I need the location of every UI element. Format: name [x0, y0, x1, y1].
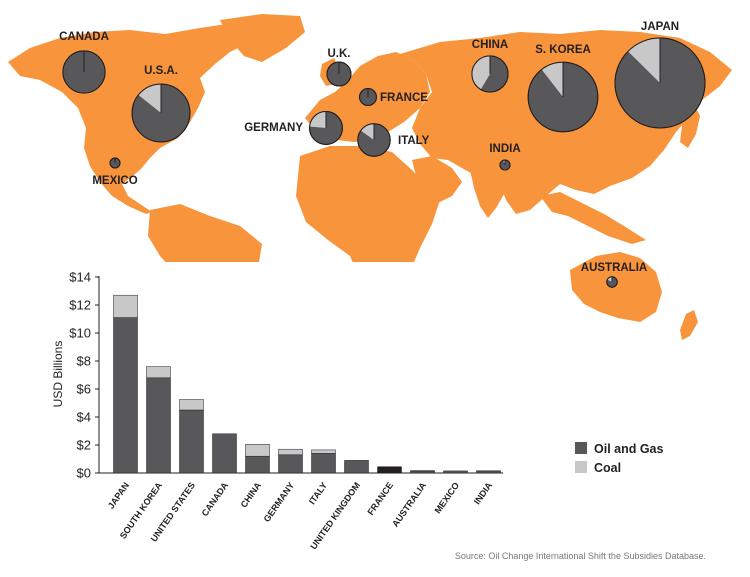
- bars: [113, 294, 501, 474]
- land-arabia: [412, 156, 462, 204]
- pie-slice-coal-japan: [627, 38, 660, 83]
- country-label-s-korea: S. KOREA: [535, 44, 591, 56]
- pie-u-s-a: U.S.A.: [131, 65, 191, 143]
- country-label-china: CHINA: [472, 39, 508, 51]
- legend-label-oil-gas: Oil and Gas: [594, 442, 664, 456]
- bar-chart: $0$2$4$6$8$10$12$14 USD Billions JAPANSO…: [38, 262, 508, 552]
- pie-india: INDIA: [489, 143, 521, 171]
- land-greenland: [220, 14, 305, 62]
- bar-oil-gas-china: [245, 455, 270, 474]
- legend-swatch-oil-gas: [575, 442, 587, 454]
- y-tick-label: $4: [77, 410, 91, 425]
- bar-coal-china: [245, 444, 270, 457]
- pie-outline-s-korea: [527, 61, 599, 133]
- legend: Oil and Gas Coal: [575, 442, 664, 475]
- bar-oil-gas-italy: [311, 453, 336, 474]
- country-label-u-s-a: U.S.A.: [144, 65, 178, 77]
- y-tick-label: $2: [77, 438, 91, 453]
- bar-oil-gas-mexico: [443, 470, 468, 474]
- pie-mexico: MEXICO: [92, 157, 138, 187]
- y-tick-label: $6: [77, 382, 91, 397]
- y-tick-label: $12: [69, 298, 91, 313]
- country-label-italy: ITALY: [398, 135, 430, 147]
- pie-outline-canada: [62, 50, 106, 94]
- pie-slice-coal-germany: [309, 111, 326, 128]
- pie-germany: GERMANY: [244, 111, 343, 145]
- pie-s-korea: S. KOREA: [527, 44, 599, 133]
- pie-france: FRANCE: [359, 88, 428, 106]
- land-australia: [570, 252, 662, 322]
- bar-coal-italy: [311, 449, 336, 454]
- bar-oil-gas-india: [476, 470, 501, 474]
- source-note: Source: Oil Change International Shift t…: [454, 551, 706, 561]
- pie-u-k: U.K.: [326, 48, 352, 87]
- pie-canada: CANADA: [59, 31, 109, 94]
- bar-oil-gas-united-kingdom: [344, 460, 369, 474]
- bar-coal-south-korea: [146, 366, 171, 379]
- pie-outline-u-s-a: [131, 83, 191, 143]
- y-tick-label: $0: [77, 466, 91, 481]
- pie-australia: AUSTRALIA: [581, 262, 647, 288]
- bar-oil-gas-germany: [278, 454, 303, 474]
- pie-slice-coal-s-korea: [541, 62, 563, 97]
- land-new-zealand: [680, 310, 698, 340]
- y-tick-label: $10: [69, 326, 91, 341]
- pie-outline-u-k: [326, 61, 352, 87]
- pie-china: CHINA: [471, 39, 509, 93]
- country-label-u-k: U.K.: [328, 48, 351, 60]
- legend-label-coal: Coal: [594, 461, 621, 475]
- country-label-canada: CANADA: [59, 31, 109, 43]
- pie-italy: ITALY: [357, 123, 430, 157]
- pie-slice-coal-italy: [360, 123, 374, 140]
- pie-slice-coal-u-s-a: [138, 84, 161, 113]
- bar-oil-gas-france: [377, 466, 402, 474]
- y-tick-label: $14: [69, 270, 91, 285]
- y-tick-label: $8: [77, 354, 91, 369]
- y-ticks: $0 $2 $4 $6 $8 $10 $12 $14: [69, 270, 99, 481]
- pie-outline-mexico: [109, 157, 121, 169]
- pie-outline-india: [499, 159, 511, 171]
- country-label-mexico: MEXICO: [92, 175, 137, 187]
- bar-oil-gas-canada: [212, 433, 237, 474]
- y-axis-title: USD Billions: [51, 341, 65, 408]
- pie-japan: JAPAN: [614, 21, 706, 129]
- country-label-germany: GERMANY: [244, 122, 303, 134]
- bubble-layer: JAPAN S. KOREA U.S.A. CANADA CHINA GERMANY ITA…: [59, 21, 706, 288]
- bar-coal-japan: [113, 294, 138, 318]
- pie-slice-coal-australia: [607, 276, 612, 282]
- pie-outline-australia: [606, 276, 618, 288]
- land-india: [470, 166, 506, 218]
- pie-slice-coal-china: [471, 55, 490, 90]
- pie-outline-germany: [309, 111, 343, 145]
- country-label-australia: AUSTRALIA: [581, 262, 647, 274]
- bar-oil-gas-australia: [410, 470, 435, 474]
- bar-oil-gas-south-korea: [146, 377, 171, 474]
- pie-outline-italy: [357, 123, 391, 157]
- country-label-japan: JAPAN: [641, 21, 679, 33]
- country-label-france: FRANCE: [380, 92, 428, 104]
- bar-oil-gas-united-states: [179, 409, 204, 474]
- bar-oil-gas-japan: [113, 317, 138, 474]
- pie-outline-japan: [614, 37, 706, 129]
- legend-swatch-coal: [575, 461, 587, 473]
- land-southeast-asia: [540, 192, 646, 244]
- pie-outline-china: [471, 55, 509, 93]
- country-label-india: INDIA: [489, 143, 520, 155]
- bar-coal-germany: [278, 448, 303, 456]
- pie-outline-france: [359, 88, 377, 106]
- bar-coal-united-states: [179, 399, 204, 411]
